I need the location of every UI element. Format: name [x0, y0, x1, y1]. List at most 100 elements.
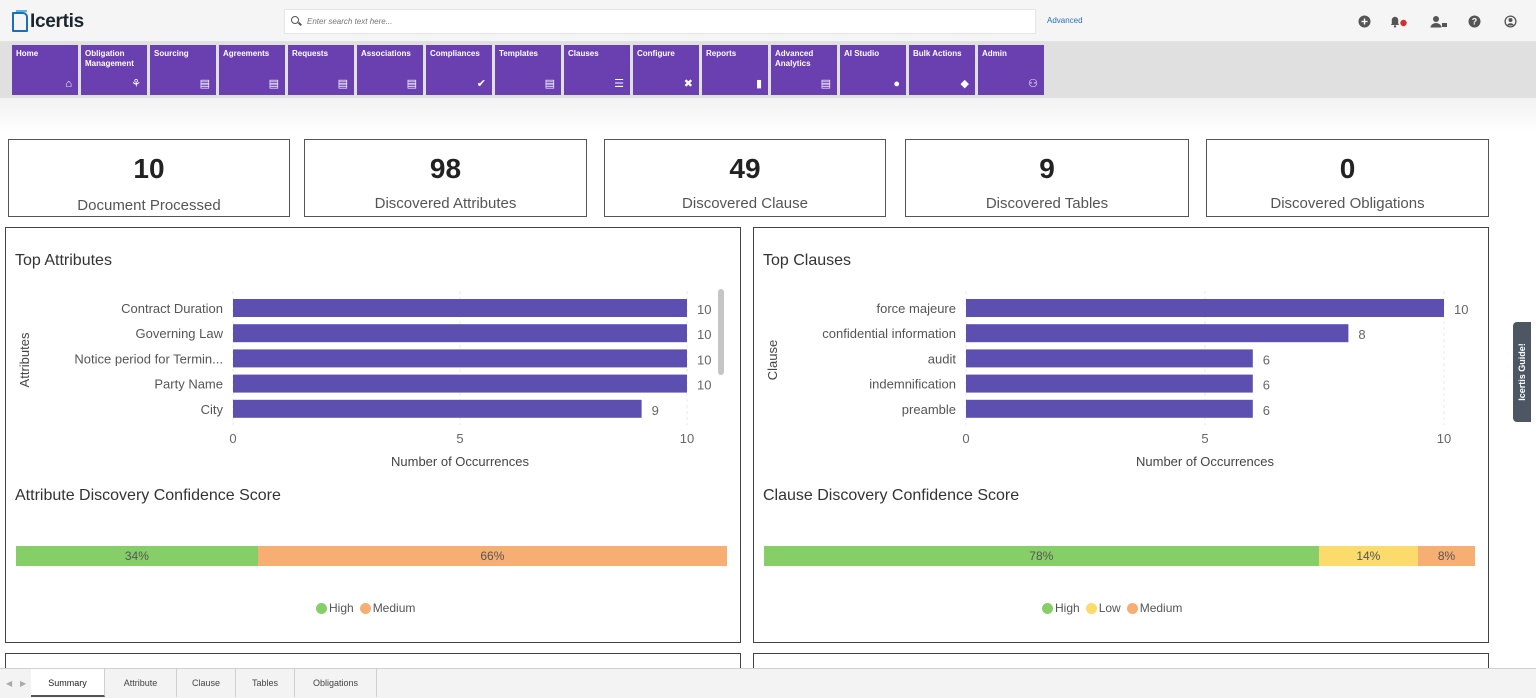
nav-label: Sourcing: [154, 49, 189, 58]
stat-label: Discovered Attributes: [374, 195, 517, 212]
tab-obligations[interactable]: Obligations: [295, 669, 377, 697]
guide-tab-label: Icertis Guide!: [1517, 343, 1527, 401]
nav-sourcing[interactable]: Sourcing ▤: [150, 45, 216, 95]
help-icon[interactable]: ?: [1467, 14, 1481, 28]
confidence-segment-high: 34%: [16, 546, 258, 566]
nav-clauses[interactable]: Clauses ☰: [564, 45, 630, 95]
checkmarks-icon: ✔: [476, 78, 486, 90]
tab-summary[interactable]: Summary: [31, 669, 105, 697]
x-tick-label: 5: [1201, 431, 1208, 446]
bar: [966, 349, 1253, 368]
stat-value: 9: [1039, 153, 1055, 184]
category-label: indemnification: [869, 377, 956, 392]
legend-item-low[interactable]: Low: [1085, 601, 1121, 615]
nav-agreements[interactable]: Agreements ▤: [219, 45, 285, 95]
nav-obligation-management[interactable]: Obligation Management ⚘: [81, 45, 147, 95]
search-box[interactable]: [284, 9, 1036, 34]
nav-label: AI Studio: [844, 49, 880, 58]
nav-bulk-actions[interactable]: Bulk Actions ◆: [909, 45, 975, 95]
nav-label: Templates: [499, 49, 538, 58]
brand-logo[interactable]: Icertis: [12, 10, 84, 34]
data-label: 9: [652, 403, 659, 418]
handshake-icon: ⚘: [131, 78, 141, 90]
stat-value: 98: [429, 153, 462, 184]
chart-scrollbar[interactable]: [718, 289, 725, 429]
nav-configure[interactable]: Configure ✖: [633, 45, 699, 95]
nav-compliances[interactable]: Compliances ✔: [426, 45, 492, 95]
clause-confidence-legend: High Low Medium: [1042, 601, 1182, 615]
bar: [966, 399, 1253, 418]
clipboard-icon: ▮: [755, 78, 762, 90]
nav-ai-studio[interactable]: AI Studio ●: [840, 45, 906, 95]
tab-clause[interactable]: Clause: [177, 669, 236, 697]
data-label: 6: [1263, 403, 1270, 418]
top-attributes-panel: Top Attributes 0 5 10 Contract Duration 10 Go…: [5, 227, 741, 643]
stat-value: 10: [133, 153, 165, 184]
document-icon: ▤: [337, 78, 348, 90]
legend-label: High: [1055, 601, 1080, 615]
x-tick-label: 5: [456, 431, 463, 446]
legend-dot-icon: [316, 602, 327, 614]
stat-card-tables: 9 Discovered Tables: [905, 139, 1189, 217]
search-icon[interactable]: [291, 16, 302, 27]
scrollbar-thumb[interactable]: [718, 289, 724, 375]
y-axis-title: Attributes: [17, 332, 32, 387]
nav-associations[interactable]: Associations ▤: [357, 45, 423, 95]
tab-scroll-left-icon[interactable]: ◀: [6, 679, 13, 688]
nav-label: Advanced Analytics: [775, 49, 814, 68]
legend-dot-icon: [1042, 602, 1053, 614]
legend-item-high[interactable]: High: [316, 601, 354, 615]
nav-admin[interactable]: Admin ⚇: [978, 45, 1044, 95]
bar: [233, 324, 687, 343]
add-icon[interactable]: [1357, 14, 1371, 28]
stat-value: 49: [729, 153, 761, 184]
bar: [233, 299, 687, 317]
tab-tables[interactable]: Tables: [236, 669, 295, 697]
tab-attribute[interactable]: Attribute: [105, 669, 177, 697]
nav-templates[interactable]: Templates ▤: [495, 45, 561, 95]
top-clauses-panel: Top Clauses 0 5 10 force majeure 10 confident…: [753, 227, 1489, 643]
category-label: confidential information: [822, 326, 956, 341]
nav-reports[interactable]: Reports ▮: [702, 45, 768, 95]
legend-dot-icon: [1085, 602, 1097, 614]
advanced-search-link[interactable]: Advanced: [1047, 16, 1083, 25]
attribute-confidence-legend: High Medium: [316, 601, 415, 615]
data-label: 10: [697, 302, 711, 317]
category-label: audit: [928, 351, 957, 366]
nav-advanced-analytics[interactable]: Advanced Analytics ▤: [771, 45, 837, 95]
top-attributes-chart: 0 5 10 Contract Duration 10 Governing Law 10 No…: [17, 291, 711, 469]
nav-home[interactable]: Home ⌂: [12, 45, 78, 95]
data-label: 10: [697, 327, 711, 342]
document-icon: ▤: [268, 78, 279, 90]
nav-requests[interactable]: Requests ▤: [288, 45, 354, 95]
category-label: preamble: [902, 402, 956, 417]
legend-item-high[interactable]: High: [1042, 601, 1080, 615]
home-icon: ⌂: [65, 78, 72, 90]
document-icon: ▤: [544, 78, 555, 90]
stat-value: 0: [1339, 153, 1356, 184]
legend-item-medium[interactable]: Medium: [1126, 601, 1182, 615]
main-nav: Home ⌂ Obligation Management ⚘ Sourcing ▤ Agre…: [0, 42, 1536, 98]
legend-label: Medium: [372, 601, 416, 615]
confidence-segment-high: 78%: [764, 546, 1319, 566]
tab-scroll-right-icon[interactable]: ▶: [20, 679, 27, 688]
people-icon: ⚇: [1028, 78, 1038, 90]
search-input[interactable]: [307, 17, 1007, 26]
users-icon[interactable]: [1430, 14, 1448, 28]
notification-bell-icon[interactable]: [1389, 14, 1409, 28]
nav-label: Obligation Management: [85, 49, 134, 68]
nav-label: Associations: [361, 49, 411, 58]
legend-item-medium[interactable]: Medium: [359, 601, 416, 615]
x-tick-label: 0: [229, 431, 236, 446]
app-header: Icertis Advanced ?: [0, 0, 1536, 42]
user-profile-icon[interactable]: [1503, 14, 1517, 28]
layers-icon: ◆: [960, 78, 969, 90]
icertis-guide-tab[interactable]: Icertis Guide!: [1513, 322, 1531, 422]
stat-card-obligations: 0 Discovered Obligations: [1206, 139, 1489, 217]
brand-name: Icertis: [30, 11, 84, 32]
stat-label: Discovered Tables: [985, 195, 1109, 212]
top-clauses-chart: 0 5 10 force majeure 10 confidential informat…: [765, 291, 1468, 469]
lightbulb-icon: ●: [893, 78, 900, 90]
svg-text:?: ?: [1471, 16, 1477, 26]
panel-title: Top Attributes: [15, 252, 112, 269]
